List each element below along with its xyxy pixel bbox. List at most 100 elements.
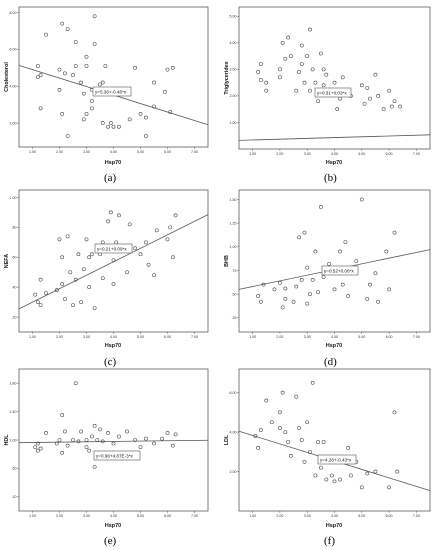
x-axis-title-d: Hsp70 bbox=[326, 343, 342, 349]
panel-label-d: (d) bbox=[324, 356, 337, 368]
data-point bbox=[305, 301, 310, 306]
x-tick-label: 2.00 bbox=[56, 514, 63, 518]
data-point bbox=[258, 299, 263, 304]
data-point bbox=[389, 104, 394, 109]
data-point bbox=[283, 430, 288, 434]
x-tick-label: 3.00 bbox=[304, 514, 311, 518]
y-tick-label: 2.00 bbox=[230, 470, 237, 474]
data-point bbox=[92, 14, 97, 19]
data-point bbox=[280, 390, 285, 395]
data-point bbox=[144, 436, 148, 441]
x-tick-label: 6.00 bbox=[386, 152, 393, 156]
x-tick-label: 1.00 bbox=[29, 335, 36, 339]
data-point bbox=[108, 210, 113, 215]
data-point bbox=[84, 438, 89, 442]
data-point bbox=[63, 429, 67, 434]
x-tick-label: 7.00 bbox=[191, 335, 198, 339]
equation-label-c: y=0.21+0.09*x bbox=[97, 246, 127, 251]
data-point bbox=[308, 449, 312, 454]
data-point bbox=[71, 73, 75, 78]
equation-label-a: y=5.36+-0.46*x bbox=[95, 89, 127, 94]
equation-frame-a bbox=[92, 86, 132, 97]
plot-area-a bbox=[18, 6, 209, 148]
data-point bbox=[343, 240, 348, 244]
data-point bbox=[286, 35, 290, 40]
data-point bbox=[335, 107, 340, 112]
y-axis-title-b: Triglycerides bbox=[224, 61, 230, 94]
data-point bbox=[106, 431, 110, 435]
y-tick-label: 2.00 bbox=[230, 94, 237, 98]
y-tick-label: .20 bbox=[12, 495, 17, 499]
data-point bbox=[305, 420, 310, 425]
data-point bbox=[60, 282, 65, 287]
data-point bbox=[313, 249, 318, 254]
data-point bbox=[108, 121, 113, 125]
y-tick-label: .40 bbox=[12, 285, 17, 289]
data-point bbox=[392, 410, 397, 415]
data-point bbox=[79, 429, 83, 434]
data-point bbox=[373, 469, 378, 474]
data-point bbox=[100, 276, 105, 281]
data-point bbox=[288, 453, 293, 458]
panel-label-f: (f) bbox=[324, 535, 335, 547]
data-point bbox=[253, 434, 258, 438]
data-point bbox=[368, 96, 372, 101]
points-a bbox=[36, 14, 175, 138]
data-point bbox=[127, 222, 132, 227]
data-point bbox=[165, 431, 170, 435]
data-point bbox=[316, 99, 321, 104]
x-tick-label: 2.00 bbox=[276, 514, 283, 518]
data-point bbox=[340, 282, 345, 287]
x-tick-label: 6.00 bbox=[164, 514, 171, 518]
data-point bbox=[95, 438, 100, 442]
data-point bbox=[321, 67, 326, 72]
y-tick-label: 1.00 bbox=[10, 196, 17, 200]
data-point bbox=[310, 380, 315, 385]
x-tick-label: 1.00 bbox=[29, 514, 36, 518]
panel-a: 2.00 4.00 6.00 8.00 1.00 2.00 3.00 4.00 5.00 6.0… bbox=[4, 6, 209, 184]
data-point bbox=[288, 54, 293, 58]
x-ticks-c: 1.00 2.00 3.00 4.00 5.00 6.00 7.00 bbox=[29, 332, 198, 339]
x-tick-label: 6.00 bbox=[386, 514, 393, 518]
data-point bbox=[327, 261, 331, 266]
data-point bbox=[313, 80, 318, 85]
data-point bbox=[373, 72, 378, 77]
data-point bbox=[346, 446, 351, 450]
y-axis-title-c: NEFA bbox=[4, 254, 10, 268]
y-ticks-d: .25 .50 .75 1.00 1.25 1.50 bbox=[230, 198, 239, 320]
data-point bbox=[87, 285, 92, 290]
equation-box-a: y=5.36+-0.46*x bbox=[92, 86, 132, 97]
equation-frame-c bbox=[94, 243, 133, 254]
fit-line-b bbox=[238, 134, 431, 141]
data-point bbox=[332, 80, 337, 85]
data-point bbox=[376, 299, 381, 304]
data-point bbox=[332, 287, 337, 292]
data-point bbox=[381, 107, 386, 112]
x-tick-label: 4.00 bbox=[110, 150, 117, 154]
y-tick-label: 4.00 bbox=[10, 85, 17, 89]
x-tick-label: 5.00 bbox=[358, 152, 365, 156]
plot-area-b bbox=[238, 6, 431, 150]
data-point bbox=[81, 91, 86, 96]
x-axis-title-a: Hsp70 bbox=[105, 160, 121, 166]
data-point bbox=[299, 438, 304, 442]
regression-line bbox=[18, 439, 209, 444]
data-point bbox=[321, 275, 326, 279]
x-tick-label: 4.00 bbox=[331, 152, 338, 156]
x-tick-label: 3.00 bbox=[304, 152, 311, 156]
data-point bbox=[65, 443, 70, 448]
data-point bbox=[324, 477, 329, 482]
data-point bbox=[160, 436, 164, 441]
panel-f: 2.00 4.00 6.00 1.00 2.00 3.00 4.00 5.00 6.00 7.0… bbox=[224, 368, 431, 547]
data-point bbox=[313, 473, 318, 478]
data-point bbox=[318, 465, 323, 470]
data-point bbox=[90, 106, 94, 111]
data-point bbox=[71, 303, 75, 307]
x-tick-label: 6.00 bbox=[164, 335, 171, 339]
data-point bbox=[38, 446, 43, 451]
data-point bbox=[79, 300, 83, 304]
data-point bbox=[71, 438, 75, 442]
x-tick-label: 3.00 bbox=[304, 335, 311, 339]
x-tick-label: 4.00 bbox=[110, 335, 117, 339]
y-axis-title-d: BHB bbox=[224, 255, 230, 267]
